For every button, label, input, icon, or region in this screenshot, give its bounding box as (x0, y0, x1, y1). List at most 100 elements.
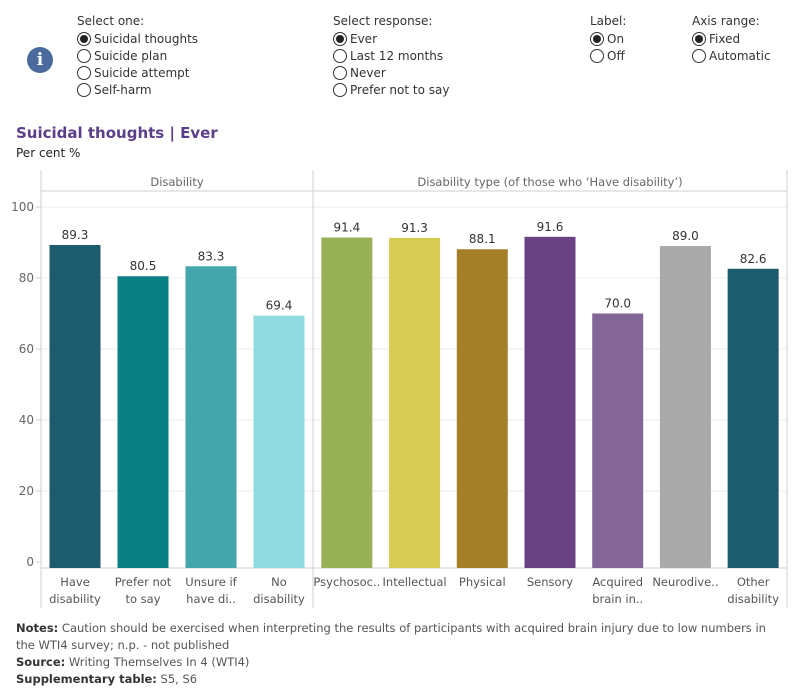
radio-option-label: Prefer not to say (350, 82, 450, 97)
bar (185, 266, 237, 568)
category-label: Intellectual (383, 575, 447, 589)
radio-option[interactable]: Self-harm (77, 81, 198, 98)
radio-option-label: Never (350, 65, 386, 80)
data-label: 89.0 (672, 229, 699, 243)
radio-unselected-icon[interactable] (333, 48, 347, 63)
label-selector-title: Label: (590, 14, 627, 28)
source-label: Source: (16, 655, 66, 669)
axis-range-selector: Axis range: Fixed Automatic (692, 13, 771, 64)
category-label: disability (727, 592, 779, 606)
info-icon[interactable]: i (27, 47, 53, 73)
radio-option-label: Last 12 months (350, 48, 444, 63)
data-label: 91.4 (333, 221, 360, 235)
radio-unselected-icon[interactable] (77, 82, 91, 97)
source-line: Source: Writing Themselves In 4 (WTI4) (16, 654, 786, 671)
y-tick-label: 100 (11, 200, 34, 214)
bar (321, 237, 373, 568)
data-label: 91.3 (401, 221, 428, 235)
category-label: disability (253, 592, 305, 606)
category-label: No (271, 575, 287, 589)
radio-selected-icon[interactable] (692, 31, 706, 46)
radio-unselected-icon[interactable] (333, 65, 347, 80)
bar (389, 237, 441, 568)
bar-chart: 0 20 40 60 80 100 Disability 89.3 Have disability… (11, 170, 788, 608)
data-label: 82.6 (740, 252, 767, 266)
radio-option[interactable]: Prefer not to say (333, 81, 449, 98)
bar (253, 315, 305, 568)
category-label: Sensory (527, 575, 573, 589)
radio-dot-icon (593, 34, 601, 43)
radio-option[interactable]: Suicidal thoughts (77, 30, 198, 47)
supplementary-text: S5, S6 (156, 672, 198, 686)
bar (592, 313, 644, 568)
bar (456, 249, 508, 568)
category-label: Neurodive.. (652, 575, 718, 589)
measure-selector-title: Select one: (77, 14, 145, 28)
radio-dot-icon (695, 34, 703, 43)
category-label: Acquired (592, 575, 643, 589)
radio-option-label: Suicide plan (94, 48, 168, 63)
data-label: 91.6 (537, 220, 564, 234)
category-label: disability (49, 592, 101, 606)
source-text: Writing Themselves In 4 (WTI4) (65, 655, 250, 669)
radio-option-label: On (607, 31, 625, 46)
data-label: 69.4 (266, 299, 293, 313)
radio-option[interactable]: Automatic (692, 47, 771, 64)
supplementary-line: Supplementary table: S5, S6 (16, 671, 786, 688)
data-label: 80.5 (130, 259, 157, 273)
chart-subtitle: Per cent % (16, 146, 81, 160)
radio-unselected-icon[interactable] (590, 48, 604, 63)
bar (727, 268, 779, 568)
category-label: brain in.. (592, 592, 643, 606)
radio-option[interactable]: Off (590, 47, 626, 64)
category-label: Psychosoc.. (313, 575, 380, 589)
chart-title: Suicidal thoughts | Ever (16, 124, 218, 142)
notes-label: Notes: (16, 621, 59, 635)
radio-option[interactable]: On (590, 30, 626, 47)
panel-header: Disability (150, 175, 203, 189)
radio-option[interactable]: Ever (333, 30, 449, 47)
data-label: 88.1 (469, 232, 496, 246)
radio-option[interactable]: Last 12 months (333, 47, 449, 64)
category-label: Unsure if (185, 575, 237, 589)
category-label: to say (125, 592, 160, 606)
data-label: 89.3 (62, 228, 89, 242)
radio-selected-icon[interactable] (333, 31, 347, 46)
data-label: 70.0 (604, 297, 631, 311)
category-label: Prefer not (115, 575, 172, 589)
radio-option[interactable]: Suicide attempt (77, 64, 198, 81)
radio-dot-icon (336, 34, 344, 43)
radio-selected-icon[interactable] (590, 31, 604, 46)
radio-unselected-icon[interactable] (692, 48, 706, 63)
radio-option-label: Ever (350, 31, 377, 46)
measure-selector: Select one: Suicidal thoughts Suicide pla… (77, 13, 198, 98)
category-label: Other (737, 575, 770, 589)
y-tick-label: 0 (26, 555, 34, 569)
footnotes: Notes: Caution should be exercised when … (16, 620, 786, 688)
radio-option-label: Suicide attempt (94, 65, 190, 80)
notes-line: Notes: Caution should be exercised when … (16, 620, 786, 654)
radio-unselected-icon[interactable] (333, 82, 347, 97)
radio-dot-icon (80, 34, 88, 43)
bar (524, 236, 576, 568)
radio-option[interactable]: Fixed (692, 30, 771, 47)
category-label: Physical (459, 575, 506, 589)
panel-header: Disability type (of those who ‘Have disa… (417, 175, 682, 189)
radio-option-label: Automatic (709, 48, 771, 63)
radio-selected-icon[interactable] (77, 31, 91, 46)
y-tick-label: 60 (19, 342, 34, 356)
notes-text: Caution should be exercised when interpr… (16, 621, 766, 652)
radio-option-label: Off (607, 48, 625, 63)
radio-option[interactable]: Suicide plan (77, 47, 198, 64)
label-selector: Label: On Off (590, 13, 626, 64)
response-selector: Select response: Ever Last 12 months Never… (333, 13, 449, 98)
response-selector-title: Select response: (333, 14, 433, 28)
radio-unselected-icon[interactable] (77, 65, 91, 80)
radio-option[interactable]: Never (333, 64, 449, 81)
bar (659, 246, 711, 569)
radio-unselected-icon[interactable] (77, 48, 91, 63)
radio-option-label: Fixed (709, 31, 741, 46)
radio-option-label: Self-harm (94, 82, 152, 97)
radio-option-label: Suicidal thoughts (94, 31, 199, 46)
bar (117, 276, 169, 568)
